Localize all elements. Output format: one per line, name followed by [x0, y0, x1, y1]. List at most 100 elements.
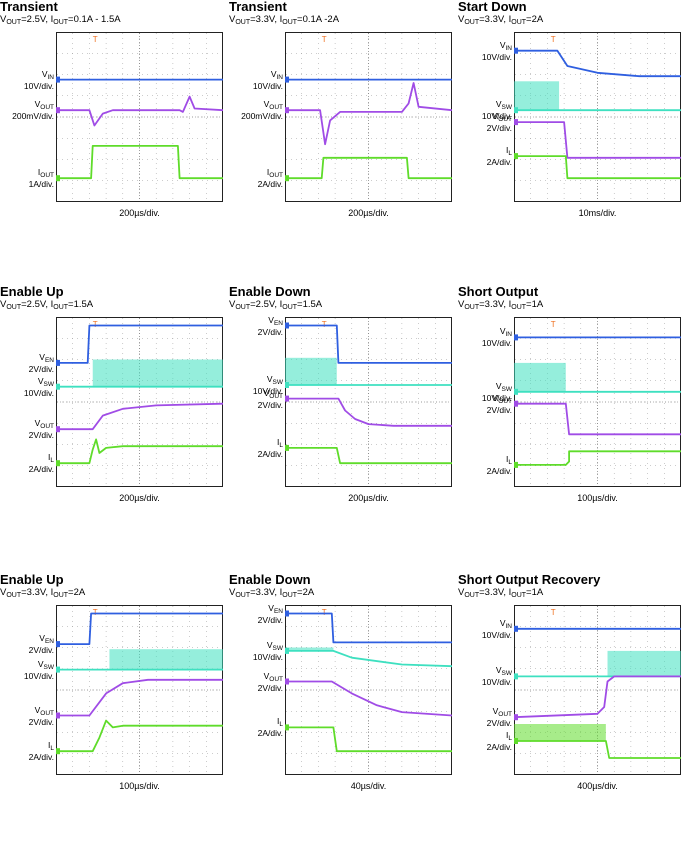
channel-marker	[285, 382, 289, 388]
channel-label: VOUT 2V/div.	[487, 393, 512, 415]
channel-scale: 2A/div.	[28, 464, 54, 475]
scope-svg: T	[56, 317, 223, 487]
scope-svg: T	[514, 317, 681, 487]
channel-label: VIN 10V/div.	[24, 69, 54, 91]
channel-scale: 10V/div.	[481, 51, 512, 62]
channel-trace	[514, 121, 681, 159]
panel-title: Transient	[0, 0, 58, 14]
channel-name: VSW	[495, 99, 512, 112]
channel-marker	[56, 748, 60, 755]
scope-svg: T	[514, 32, 681, 202]
channel-label: VOUT 2V/div.	[487, 112, 512, 133]
channel-name: VOUT	[34, 418, 54, 431]
channel-marker	[514, 119, 518, 126]
channel-label: VSW 10V/div.	[482, 380, 512, 403]
channel-scale: 2A/div.	[257, 448, 283, 459]
channel-label: IL 2A/div.	[29, 453, 54, 474]
channel-name: VOUT	[34, 99, 54, 112]
scope-screen: T	[285, 32, 452, 202]
channel-marker	[285, 322, 289, 329]
channel-label: VEN 2V/div.	[28, 351, 54, 374]
channel-scale: 2V/div.	[28, 430, 54, 441]
panel-title: Enable Down	[229, 572, 311, 587]
channel-label: IL 2A/div.	[257, 436, 283, 459]
channel-marker	[514, 107, 518, 114]
channel-scale: 2V/div.	[28, 645, 54, 656]
channel-name: IL	[48, 452, 54, 465]
channel-label: VSW 10V/div.	[23, 659, 54, 681]
channel-label: VOUT 2V/div.	[29, 419, 54, 440]
switching-band	[514, 81, 560, 111]
channel-name: VIN	[499, 326, 512, 339]
channel-marker	[514, 388, 518, 395]
panel-conditions: VOUT=3.3V, IOUT=2A	[458, 14, 544, 26]
channel-scale: 2A/div.	[257, 179, 283, 190]
channel-marker	[56, 175, 60, 182]
channel-marker	[56, 666, 60, 673]
channel-name: IL	[277, 436, 283, 449]
channel-name: VOUT	[263, 387, 283, 400]
channel-trace	[56, 612, 223, 645]
channel-label: VOUT 2V/div.	[258, 387, 283, 410]
channel-marker	[56, 107, 60, 114]
channel-scale: 2A/div.	[28, 752, 54, 763]
channel-trace	[56, 145, 223, 180]
scope-screen: T	[285, 317, 452, 487]
channel-label: VOUT 2V/div.	[487, 707, 512, 728]
time-per-division: 10ms/div.	[578, 208, 617, 218]
channel-trace	[56, 438, 223, 465]
trigger-marker: T	[93, 608, 98, 617]
channel-marker	[514, 461, 518, 468]
switching-band	[92, 359, 223, 387]
scope-panel: Start Down VOUT=3.3V, IOUT=2A VIN 10V/div. V…	[458, 0, 682, 268]
channel-label: VSW 10V/div.	[253, 640, 283, 662]
channel-marker	[56, 383, 60, 390]
channel-marker	[514, 673, 518, 680]
time-per-division: 200µs/div.	[348, 493, 389, 503]
channel-scale: 10V/div.	[23, 387, 54, 398]
scope-svg: T	[56, 32, 223, 202]
channel-name: VIN	[499, 39, 512, 52]
scope-panel: Short Output VOUT=3.3V, IOUT=1A VIN 10V/div…	[458, 285, 682, 553]
channel-scale: 2V/div.	[257, 614, 283, 625]
trigger-marker: T	[322, 320, 327, 329]
channel-label: VIN 10V/div.	[481, 39, 512, 62]
switching-band	[514, 362, 566, 392]
channel-name: IL	[506, 145, 512, 158]
channel-label: VIN 10V/div.	[252, 68, 283, 91]
panel-conditions: VOUT=2.5V, IOUT=1.5A	[0, 299, 94, 311]
time-per-division: 100µs/div.	[119, 781, 160, 791]
channel-label: IOUT 1A/div.	[29, 168, 54, 189]
panel-title: Enable Up	[0, 284, 64, 299]
channel-name: VIN	[270, 68, 283, 81]
channel-label: VSW 10V/div.	[482, 100, 512, 121]
channel-name: IOUT	[37, 167, 54, 180]
channel-marker	[285, 76, 289, 83]
scope-screen: T	[56, 32, 223, 202]
channel-scale: 10V/div.	[252, 80, 283, 91]
panel-title: Enable Up	[0, 572, 64, 587]
channel-name: VSW	[495, 380, 512, 393]
scope-screen: T	[56, 605, 223, 775]
channel-name: IL	[506, 453, 512, 466]
panel-title: Short Output Recovery	[458, 572, 601, 587]
channel-name: VEN	[39, 351, 54, 364]
channel-name: VSW	[495, 665, 512, 678]
scope-svg: T	[285, 605, 452, 775]
scope-panel: Enable Down VOUT=2.5V, IOUT=1.5A VEN 2V/div…	[229, 285, 453, 553]
channel-scale: 2V/div.	[486, 718, 512, 729]
trigger-marker: T	[551, 320, 556, 329]
channel-scale: 2V/div.	[28, 363, 54, 374]
channel-trace	[285, 397, 452, 427]
channel-name: VEN	[268, 602, 283, 615]
channel-trace	[56, 95, 223, 127]
scope-screen: T	[514, 605, 681, 775]
channel-label: IOUT 2A/div.	[258, 168, 283, 189]
panel-conditions: VOUT=2.5V, IOUT=1.5A	[229, 299, 323, 311]
channel-name: VOUT	[34, 704, 54, 717]
channel-scale: 10V/div.	[23, 670, 54, 681]
channel-trace	[56, 678, 223, 717]
channel-scale: 2V/div.	[28, 716, 54, 727]
channel-marker	[514, 47, 518, 54]
channel-trace	[514, 740, 681, 759]
